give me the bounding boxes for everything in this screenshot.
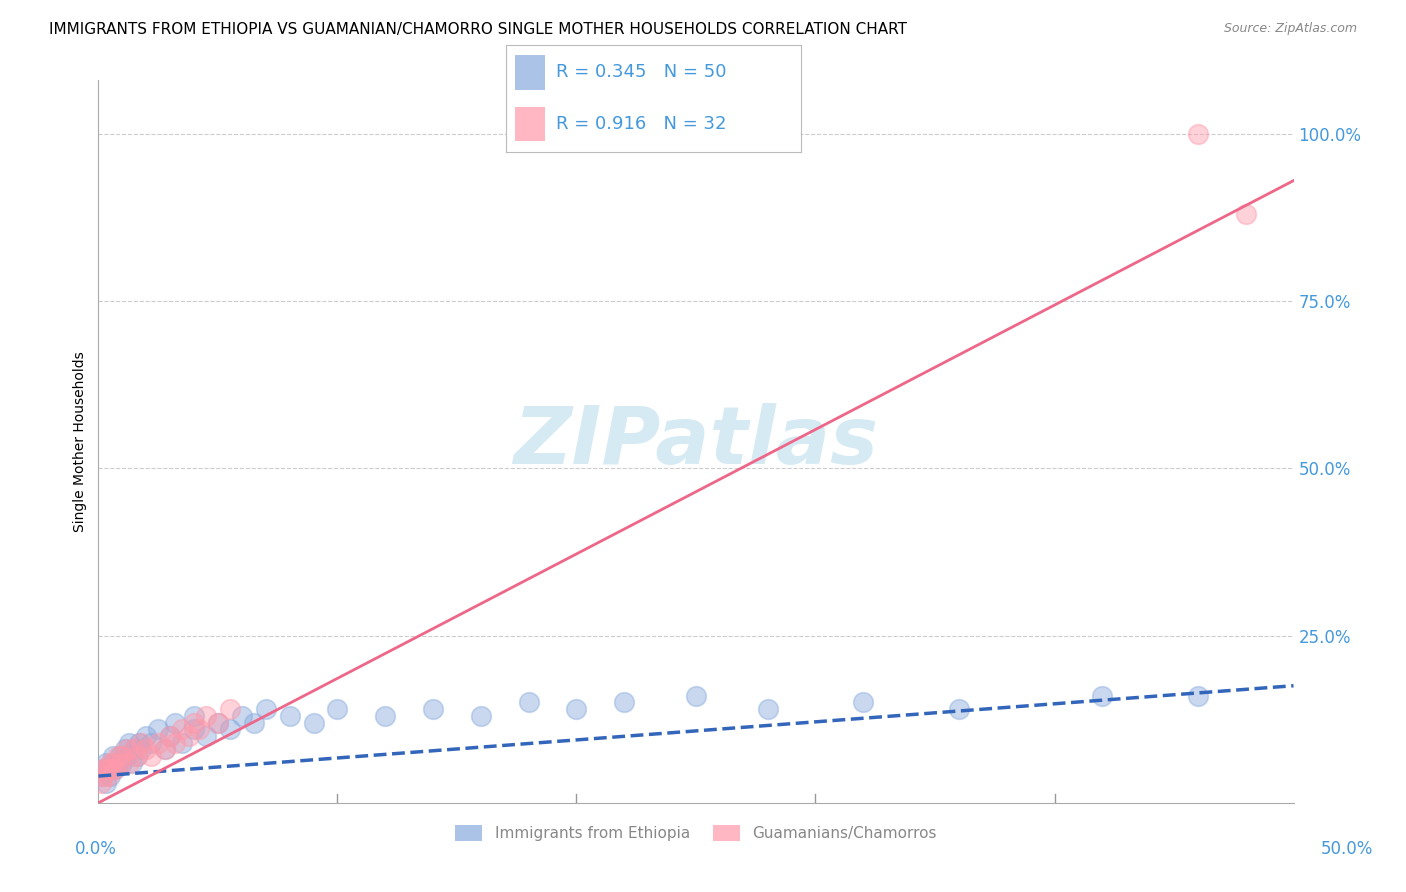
Point [374,708,396,723]
Point [97,769,120,783]
Point [195,729,218,743]
Point [91,762,114,776]
Point [565,702,588,716]
Point [183,723,205,737]
Point [1234,207,1257,221]
Point [685,689,707,703]
Point [115,749,138,764]
Point [1187,127,1209,141]
Point [118,735,141,749]
Point [98,769,122,783]
Point [148,723,170,737]
Point [148,735,170,749]
Point [107,749,129,764]
Point [128,735,150,749]
Point [517,696,540,710]
Point [108,749,131,764]
Point [756,702,779,716]
Point [613,696,636,710]
Point [219,702,242,716]
Point [98,756,122,770]
Point [1187,689,1209,703]
Point [111,749,134,764]
Point [101,756,124,770]
Point [155,742,177,756]
Point [1091,689,1114,703]
Point [470,708,492,723]
Point [948,702,970,716]
Point [163,715,186,730]
Point [94,762,117,776]
Point [159,729,181,743]
Point [139,735,162,749]
Point [118,756,141,770]
Point [111,756,134,770]
Point [97,762,120,776]
Text: ZIPatlas: ZIPatlas [513,402,879,481]
Point [108,756,131,770]
Text: 0.0%: 0.0% [75,840,117,858]
Bar [515,55,544,89]
Point [121,756,143,770]
Text: 50.0%: 50.0% [1320,840,1374,858]
Point [172,723,194,737]
Point [101,749,124,764]
Point [172,735,194,749]
Point [94,756,117,770]
Point [139,749,162,764]
Legend: Immigrants from Ethiopia, Guamanians/Chamorros: Immigrants from Ethiopia, Guamanians/Cha… [449,819,943,847]
Text: R = 0.345   N = 50: R = 0.345 N = 50 [557,63,727,81]
Point [163,735,186,749]
Point [278,708,301,723]
Point [124,742,146,756]
Point [207,715,229,730]
Point [101,756,124,770]
Text: Source: ZipAtlas.com: Source: ZipAtlas.com [1223,22,1357,36]
Point [254,702,277,716]
Point [125,749,148,764]
Point [231,708,253,723]
Y-axis label: Single Mother Households: Single Mother Households [73,351,87,532]
Point [91,769,114,783]
Point [104,762,127,776]
Point [302,715,325,730]
Text: IMMIGRANTS FROM ETHIOPIA VS GUAMANIAN/CHAMORRO SINGLE MOTHER HOUSEHOLDS CORRELAT: IMMIGRANTS FROM ETHIOPIA VS GUAMANIAN/CH… [49,22,907,37]
Point [90,769,112,783]
Text: R = 0.916   N = 32: R = 0.916 N = 32 [557,115,727,133]
Point [852,696,875,710]
Point [159,729,181,743]
Point [125,749,148,764]
Point [94,776,117,790]
Point [107,756,129,770]
Point [183,708,205,723]
Point [195,708,218,723]
Point [207,715,229,730]
Point [183,715,205,730]
Point [90,776,112,790]
Point [155,742,177,756]
Point [131,742,153,756]
Point [243,715,266,730]
Point [91,762,114,776]
Bar [515,107,544,141]
Point [179,729,201,743]
Point [135,742,157,756]
Point [115,742,138,756]
Point [422,702,444,716]
Point [104,762,127,776]
Point [135,729,157,743]
Point [187,723,209,737]
Point [219,723,242,737]
Point [131,735,153,749]
Point [326,702,349,716]
Point [98,762,122,776]
Point [124,742,146,756]
Point [114,742,136,756]
